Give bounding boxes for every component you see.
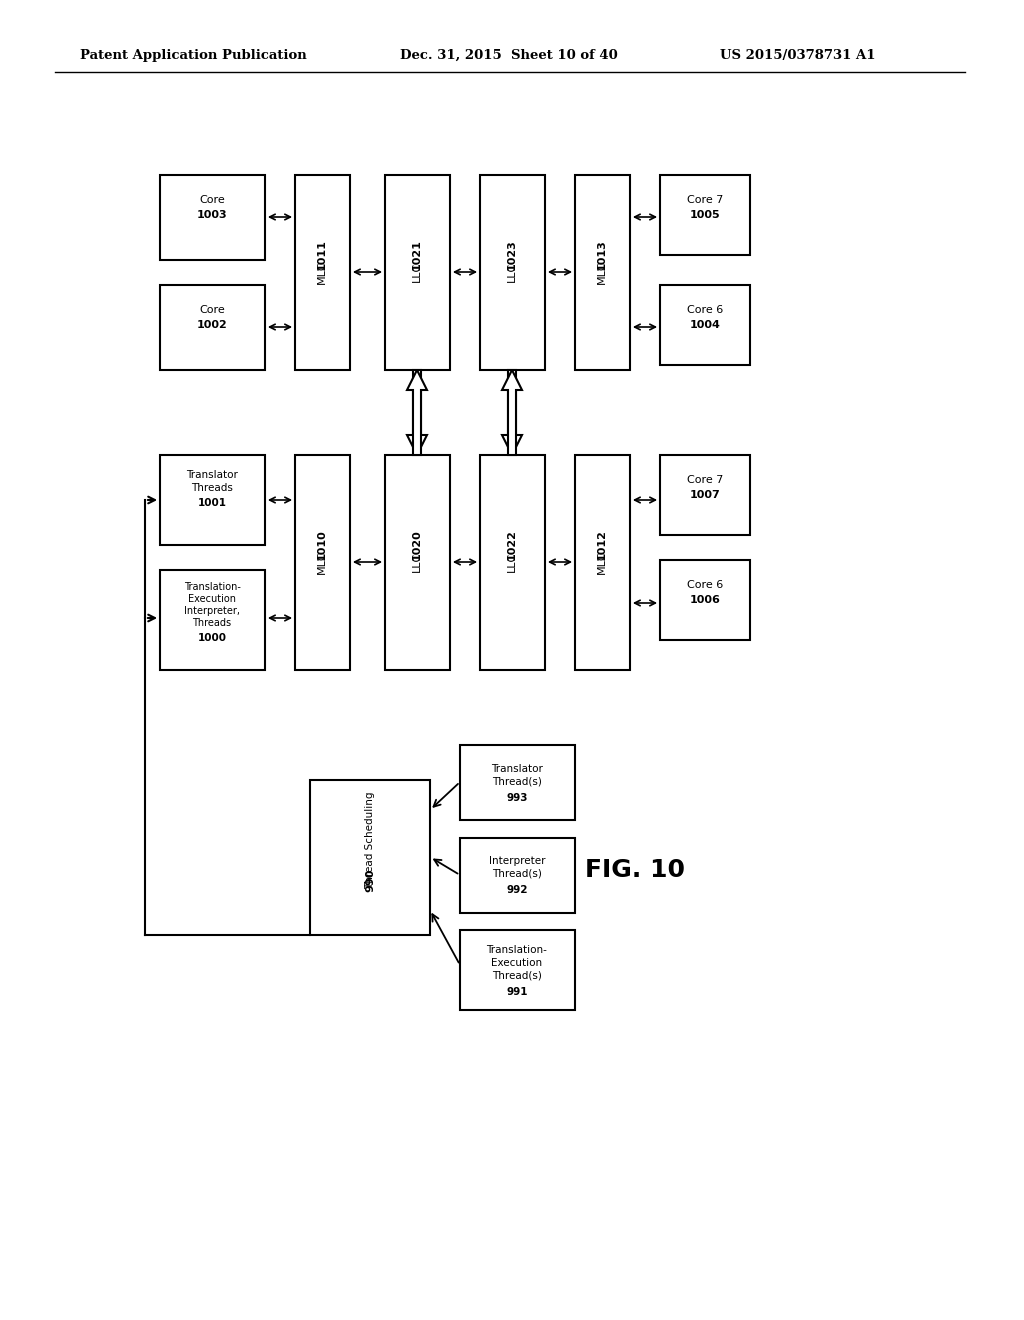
Text: Execution: Execution (492, 958, 543, 968)
Bar (295, 176, 350, 370)
Text: Translation-: Translation- (486, 945, 548, 954)
Text: 1006: 1006 (689, 595, 721, 605)
Bar (460, 744, 575, 820)
Text: 1011: 1011 (317, 239, 327, 271)
Bar (660, 455, 750, 535)
Text: MLC: MLC (317, 260, 327, 284)
Text: Core 6: Core 6 (687, 579, 723, 590)
Bar (480, 455, 545, 671)
Bar (385, 176, 450, 370)
Text: 1007: 1007 (689, 490, 720, 500)
Text: Execution: Execution (188, 594, 236, 605)
Text: Thread Scheduling: Thread Scheduling (365, 791, 375, 888)
Text: Core: Core (199, 305, 225, 315)
Bar (295, 455, 350, 671)
Text: Translator: Translator (492, 764, 543, 774)
Bar (660, 285, 750, 366)
Bar (660, 176, 750, 255)
Text: 1005: 1005 (690, 210, 720, 220)
Polygon shape (407, 370, 427, 455)
Bar (575, 176, 630, 370)
Bar (460, 931, 575, 1010)
Text: 1022: 1022 (507, 529, 517, 561)
Text: Dec. 31, 2015  Sheet 10 of 40: Dec. 31, 2015 Sheet 10 of 40 (400, 49, 617, 62)
Text: Thread(s): Thread(s) (493, 869, 542, 879)
Text: Patent Application Publication: Patent Application Publication (80, 49, 307, 62)
Text: Translator: Translator (186, 470, 238, 480)
Text: Thread(s): Thread(s) (493, 777, 542, 787)
Text: 1004: 1004 (689, 319, 721, 330)
Text: 993: 993 (506, 793, 527, 803)
Bar (385, 455, 450, 671)
Text: LLC: LLC (507, 552, 517, 572)
Text: Core: Core (199, 195, 225, 205)
Text: LLC: LLC (507, 261, 517, 282)
Text: 1013: 1013 (597, 240, 607, 271)
Bar (160, 570, 265, 671)
Bar (160, 455, 265, 545)
Text: FIG. 10: FIG. 10 (585, 858, 685, 882)
Bar (160, 176, 265, 260)
Text: 992: 992 (506, 884, 527, 895)
Bar (160, 285, 265, 370)
Text: Interpreter: Interpreter (488, 855, 545, 866)
Text: 1023: 1023 (507, 240, 517, 271)
Text: Core 7: Core 7 (687, 475, 723, 484)
Text: MLC: MLC (317, 550, 327, 574)
Text: Core 6: Core 6 (687, 305, 723, 315)
Text: 991: 991 (506, 987, 527, 997)
Text: 1003: 1003 (197, 210, 227, 220)
Text: Core 7: Core 7 (687, 195, 723, 205)
Text: Threads: Threads (193, 618, 231, 628)
Bar (575, 455, 630, 671)
Text: Threads: Threads (191, 483, 232, 492)
Text: 1021: 1021 (412, 239, 422, 271)
Text: Interpreter,: Interpreter, (184, 606, 240, 616)
Polygon shape (502, 370, 522, 455)
Text: MLC: MLC (597, 550, 607, 574)
Text: 1020: 1020 (412, 529, 422, 561)
Bar (660, 560, 750, 640)
Text: Thread(s): Thread(s) (493, 972, 542, 981)
Text: 1010: 1010 (317, 529, 327, 561)
Text: 1012: 1012 (597, 529, 607, 561)
Text: LLC: LLC (412, 552, 422, 572)
Bar (480, 176, 545, 370)
Text: 990: 990 (365, 869, 375, 892)
Polygon shape (502, 370, 522, 455)
Text: LLC: LLC (412, 261, 422, 282)
Text: 1002: 1002 (197, 319, 227, 330)
Text: Translation-: Translation- (183, 582, 241, 591)
Bar (310, 780, 430, 935)
Text: US 2015/0378731 A1: US 2015/0378731 A1 (720, 49, 876, 62)
Polygon shape (407, 370, 427, 455)
Bar (460, 838, 575, 913)
Text: 1000: 1000 (198, 634, 226, 643)
Text: MLC: MLC (597, 260, 607, 284)
Text: 1001: 1001 (198, 498, 226, 508)
